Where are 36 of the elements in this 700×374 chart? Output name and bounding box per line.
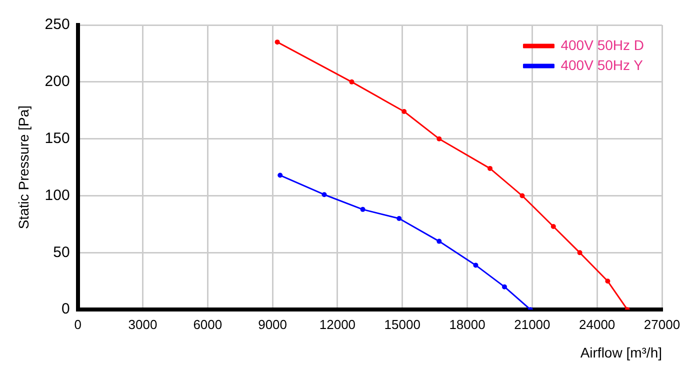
- x-tick-label: 12000: [319, 316, 356, 332]
- x-tick-label: 3000: [128, 316, 158, 332]
- point: [322, 192, 327, 198]
- x-tick-label: 21000: [514, 316, 550, 332]
- point: [278, 172, 283, 178]
- legend-label: 400V 50Hz Y: [560, 56, 644, 73]
- y-tick-label: 0: [61, 300, 70, 318]
- x-tick-label: 18000: [449, 316, 486, 332]
- y-tick-label: 250: [44, 16, 70, 34]
- point: [487, 166, 492, 171]
- point: [360, 206, 366, 212]
- point: [396, 216, 402, 222]
- point: [550, 224, 556, 229]
- point: [502, 284, 507, 290]
- point: [520, 193, 525, 198]
- x-tick-label: 9000: [258, 316, 288, 332]
- point: [436, 238, 442, 244]
- y-tick-label: 100: [44, 186, 70, 204]
- y-tick-label: 200: [44, 73, 70, 90]
- x-tick-label: 24000: [579, 316, 616, 332]
- point: [473, 262, 478, 268]
- x-tick-label: 15000: [384, 316, 420, 332]
- x-axis-title: Airflow [m³/h]: [580, 344, 662, 360]
- x-tick-label: 27000: [644, 316, 680, 332]
- x-tick-label: 6000: [193, 316, 222, 332]
- point: [402, 109, 407, 114]
- point: [436, 136, 442, 142]
- y-tick-label: 150: [44, 130, 70, 147]
- point: [274, 40, 280, 45]
- point: [349, 79, 354, 84]
- point: [605, 278, 610, 284]
- x-tick-label: 0: [74, 316, 82, 332]
- point: [577, 250, 582, 256]
- y-tick-label: 50: [53, 244, 70, 261]
- y-axis-title: Static Pressure [Pa]: [15, 105, 32, 230]
- legend-label: 400V 50Hz D: [560, 36, 644, 53]
